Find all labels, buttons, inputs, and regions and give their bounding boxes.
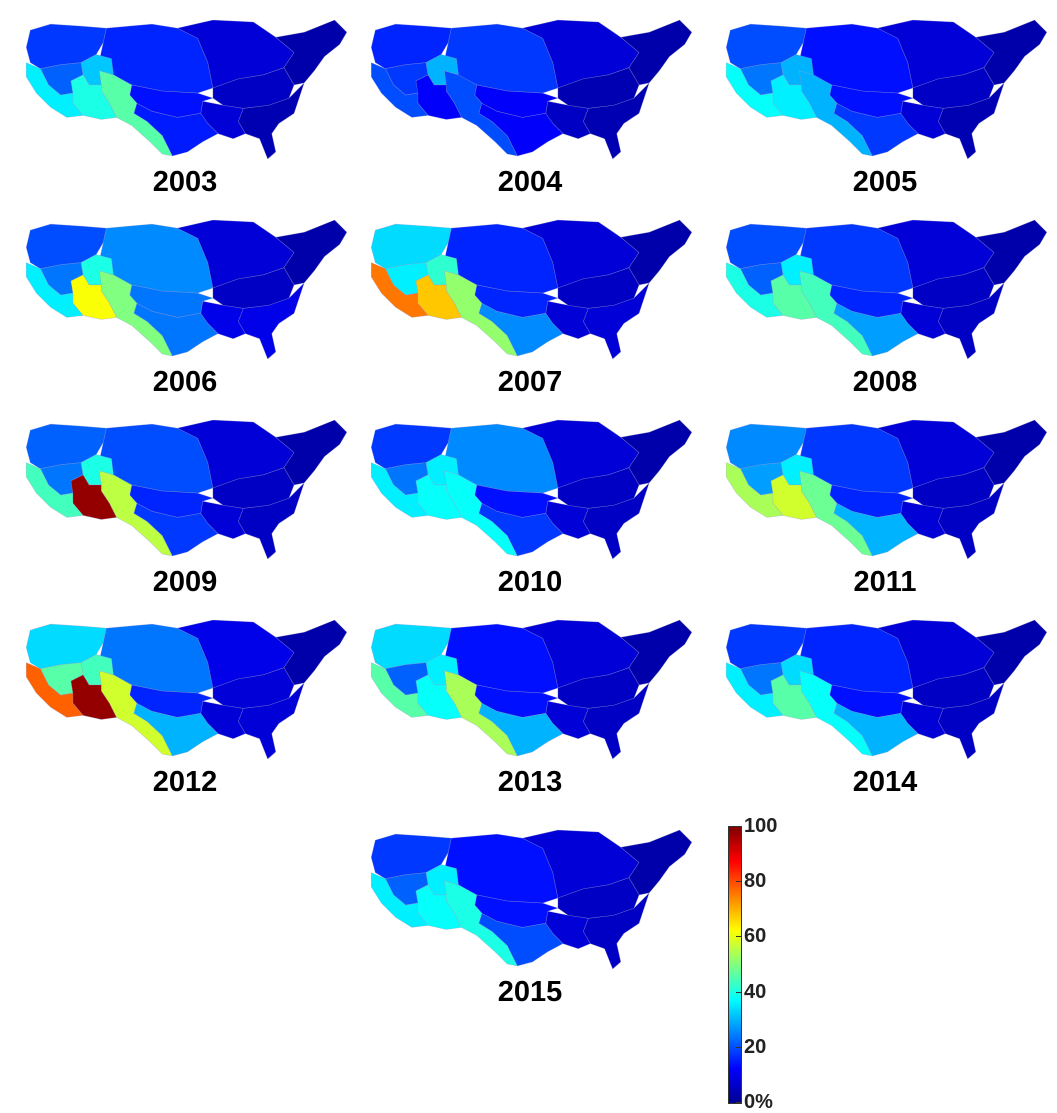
region-ohio-tennessee <box>212 467 295 509</box>
us-map-2003 <box>25 19 348 160</box>
colorbar-tick-label: 60 <box>744 925 767 948</box>
year-label: 2009 <box>152 566 218 598</box>
colorbar-tick-label: 20 <box>744 1035 767 1058</box>
us-map-2005 <box>725 19 1048 160</box>
colorbar-tick-label: 80 <box>744 870 767 893</box>
colorbar-tick-mark <box>736 991 742 993</box>
region-ohio-tennessee <box>212 67 295 109</box>
region-ohio-tennessee <box>557 467 640 509</box>
map-panel-2005: 2005 <box>710 8 1057 208</box>
region-ohio-tennessee <box>912 67 995 109</box>
map-panel-2013: 2013 <box>355 608 705 808</box>
region-ohio-tennessee <box>557 267 640 309</box>
region-ohio-tennessee <box>912 467 995 509</box>
region-california <box>25 462 84 518</box>
us-map-2007 <box>370 219 693 360</box>
map-panel-2006: 2006 <box>10 208 360 408</box>
region-california <box>725 462 784 518</box>
colorbar <box>728 826 742 1104</box>
colorbar-tick-mark <box>736 936 742 938</box>
map-panel-2015: 2015 <box>355 818 705 1018</box>
region-california <box>370 662 429 718</box>
us-map-2013 <box>370 619 693 760</box>
year-label: 2004 <box>497 166 563 198</box>
year-label: 2011 <box>853 566 917 598</box>
year-label: 2010 <box>497 566 563 598</box>
us-map-2008 <box>725 219 1048 360</box>
us-map-2011 <box>725 419 1048 560</box>
colorbar-tick-label: 40 <box>744 980 767 1003</box>
map-panel-2009: 2009 <box>10 408 360 608</box>
region-california <box>370 462 429 518</box>
us-map-2004 <box>370 19 693 160</box>
colorbar-tick-mark <box>736 1046 742 1048</box>
us-map-2015 <box>370 829 693 970</box>
region-ohio-tennessee <box>212 267 295 309</box>
region-california <box>370 62 429 118</box>
region-california <box>25 262 84 318</box>
colorbar-tick-mark <box>736 826 742 827</box>
us-map-2006 <box>25 219 348 360</box>
region-california <box>25 662 84 718</box>
map-panel-2004: 2004 <box>355 8 705 208</box>
colorbar-tick-label: 0% <box>744 1091 773 1113</box>
map-panel-2007: 2007 <box>355 208 705 408</box>
us-map-2012 <box>25 619 348 760</box>
year-label: 2015 <box>497 976 563 1008</box>
year-label: 2003 <box>152 166 218 198</box>
region-california <box>725 262 784 318</box>
map-panel-2014: 2014 <box>710 608 1057 808</box>
map-panel-2010: 2010 <box>355 408 705 608</box>
colorbar-tick-mark <box>736 881 742 883</box>
region-california <box>725 62 784 118</box>
us-map-2009 <box>25 419 348 560</box>
map-panel-2011: 2011 <box>710 408 1057 608</box>
year-label: 2006 <box>152 366 218 398</box>
region-ohio-tennessee <box>557 667 640 709</box>
us-map-2010 <box>370 419 693 560</box>
region-ohio-tennessee <box>557 67 640 109</box>
map-panel-2008: 2008 <box>710 208 1057 408</box>
region-ohio-tennessee <box>912 667 995 709</box>
region-ohio-tennessee <box>557 877 640 919</box>
year-label: 2008 <box>852 366 918 398</box>
colorbar-tick-label: 100 <box>744 815 778 837</box>
region-ohio-tennessee <box>912 267 995 309</box>
map-panel-2012: 2012 <box>10 608 360 808</box>
colorbar-tick-mark <box>736 1102 742 1103</box>
region-california <box>370 262 429 318</box>
year-label: 2012 <box>152 766 218 798</box>
region-ohio-tennessee <box>212 667 295 709</box>
region-california <box>370 872 429 928</box>
map-panel-2003: 2003 <box>10 8 360 208</box>
us-map-2014 <box>725 619 1048 760</box>
year-label: 2005 <box>852 166 918 198</box>
year-label: 2013 <box>497 766 563 798</box>
year-label: 2007 <box>497 366 563 398</box>
year-label: 2014 <box>852 766 918 798</box>
region-california <box>725 662 784 718</box>
region-california <box>25 62 84 118</box>
